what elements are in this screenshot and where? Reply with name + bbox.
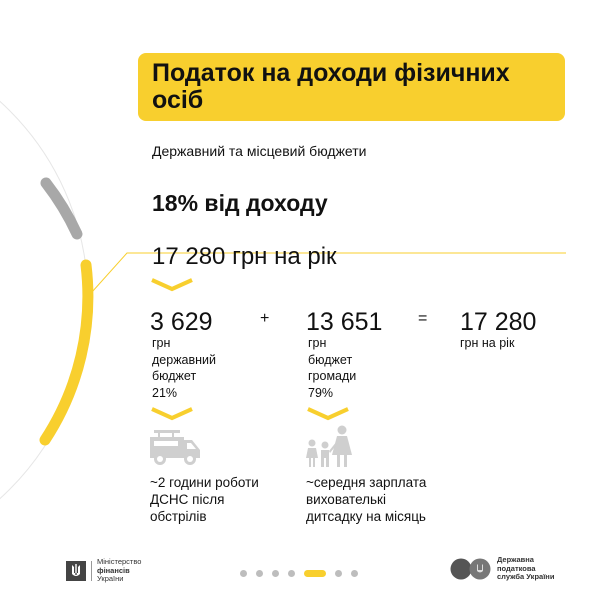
tax-service-emblem-icon <box>450 558 491 580</box>
desc-line: обстрілів <box>150 509 207 524</box>
ministry-line: України <box>97 574 124 583</box>
label-line: грн <box>152 336 171 350</box>
tax-service-logo: Державна податкова служба України <box>450 555 555 582</box>
ministry-line: Міністерство <box>97 557 142 566</box>
subtitle: Державний та місцевий бюджети <box>152 143 367 159</box>
page-dot[interactable] <box>351 570 358 577</box>
tax-rate: 18% від доходу <box>152 190 328 216</box>
state-label: грн державний бюджет 21% <box>152 335 216 401</box>
chevron-down-icon <box>151 407 193 421</box>
community-label: грн бюджет громади 79% <box>308 335 356 401</box>
equivalent-dsns: ~2 години роботи ДСНС після обстрілів <box>150 474 259 525</box>
arc-yellow-segment <box>39 259 94 446</box>
page-dot-active[interactable] <box>304 570 326 577</box>
ministry-logo: Міністерство фінансів України <box>66 557 142 584</box>
page-dot[interactable] <box>288 570 295 577</box>
page-dot[interactable] <box>240 570 247 577</box>
ukraine-trident-icon <box>66 560 86 581</box>
plus-sign: + <box>260 310 270 327</box>
page-dot[interactable] <box>335 570 342 577</box>
label-line: бюджет <box>308 352 353 367</box>
chevron-down-icon <box>151 278 193 292</box>
community-amount: 13 651 <box>306 308 383 336</box>
tax-service-line: податкова <box>497 563 536 573</box>
state-percent: 21% <box>152 385 178 400</box>
desc-line: вихователькі <box>306 492 386 507</box>
desc-line: ДСНС після <box>150 492 225 507</box>
label-line: громади <box>308 369 357 383</box>
label-line: грн на рік <box>460 336 515 350</box>
label-line: державний <box>152 352 217 367</box>
equivalent-teacher: ~середня зарплата вихователькі дитсадку … <box>306 474 426 525</box>
teacher-children-icon <box>306 425 352 467</box>
label-line: бюджет <box>152 369 197 383</box>
title-box <box>138 53 565 121</box>
ministry-line: фінансів <box>97 565 130 575</box>
desc-line: ~2 години роботи <box>150 475 259 490</box>
page-dot[interactable] <box>272 570 279 577</box>
arc-gray-segment <box>40 177 83 240</box>
total-amount: 17 280 <box>460 308 537 336</box>
pagination-dots <box>240 570 358 577</box>
tax-service-line: Державна <box>497 555 534 564</box>
annual-amount: 17 280 грн на рік <box>152 243 337 270</box>
chevron-down-icon <box>307 407 349 421</box>
connector-line <box>91 252 566 293</box>
tax-service-line: служба України <box>497 572 555 581</box>
page-dot[interactable] <box>256 570 263 577</box>
state-amount: 3 629 <box>150 308 213 336</box>
total-label: грн на рік <box>460 335 514 352</box>
desc-line: ~середня зарплата <box>306 475 427 490</box>
label-line: грн <box>308 336 327 350</box>
equals-sign: = <box>418 310 428 327</box>
desc-line: дитсадку на місяць <box>306 509 426 524</box>
page-title: Податок на доходи фізичних осіб <box>152 59 510 114</box>
fire-truck-icon <box>150 430 200 465</box>
community-percent: 79% <box>308 385 334 400</box>
